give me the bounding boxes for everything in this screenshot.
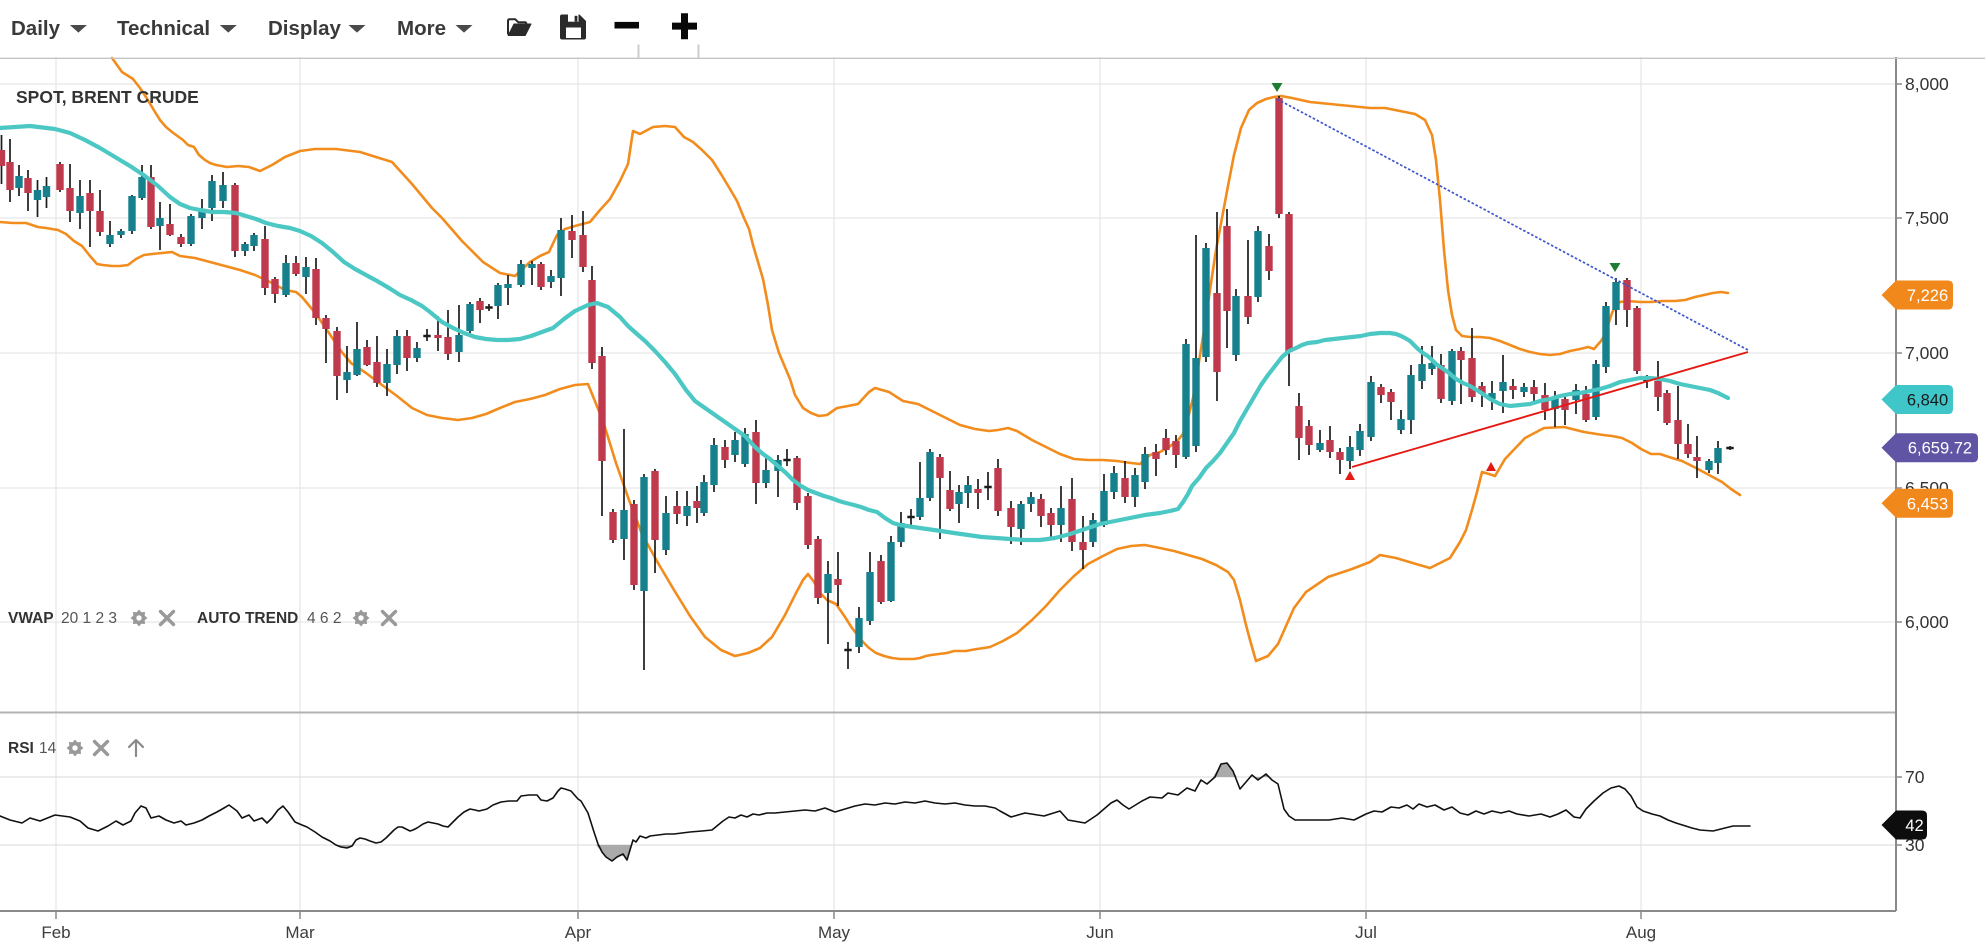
- svg-text:Aug: Aug: [1626, 923, 1656, 942]
- svg-text:RSI: RSI: [8, 740, 34, 757]
- svg-text:Display: Display: [268, 17, 342, 40]
- svg-text:6,840: 6,840: [1907, 392, 1948, 410]
- svg-text:AUTO TREND: AUTO TREND: [197, 610, 298, 627]
- svg-text:6,453: 6,453: [1907, 495, 1948, 513]
- svg-text:Daily: Daily: [11, 17, 61, 40]
- svg-text:20 1 2 3: 20 1 2 3: [61, 610, 117, 627]
- svg-text:7,000: 7,000: [1905, 343, 1949, 363]
- svg-text:More: More: [397, 17, 446, 40]
- svg-text:SPOT, BRENT CRUDE: SPOT, BRENT CRUDE: [16, 87, 199, 107]
- svg-text:70: 70: [1905, 767, 1925, 787]
- svg-text:Feb: Feb: [41, 923, 70, 942]
- svg-text:Jul: Jul: [1355, 923, 1377, 942]
- svg-text:6,659.72: 6,659.72: [1908, 440, 1972, 458]
- svg-text:Apr: Apr: [565, 923, 592, 942]
- svg-text:6,000: 6,000: [1905, 612, 1949, 632]
- svg-text:May: May: [818, 923, 851, 942]
- svg-text:42: 42: [1905, 817, 1923, 835]
- svg-text:Jun: Jun: [1086, 923, 1113, 942]
- svg-text:7,500: 7,500: [1905, 208, 1949, 228]
- svg-text:4 6 2: 4 6 2: [307, 610, 341, 627]
- svg-text:Technical: Technical: [117, 17, 210, 40]
- svg-text:8,000: 8,000: [1905, 74, 1949, 94]
- svg-text:30: 30: [1905, 835, 1925, 855]
- svg-text:VWAP: VWAP: [8, 610, 54, 627]
- svg-text:14: 14: [39, 740, 57, 757]
- svg-text:7,226: 7,226: [1907, 287, 1948, 305]
- svg-text:Mar: Mar: [285, 923, 315, 942]
